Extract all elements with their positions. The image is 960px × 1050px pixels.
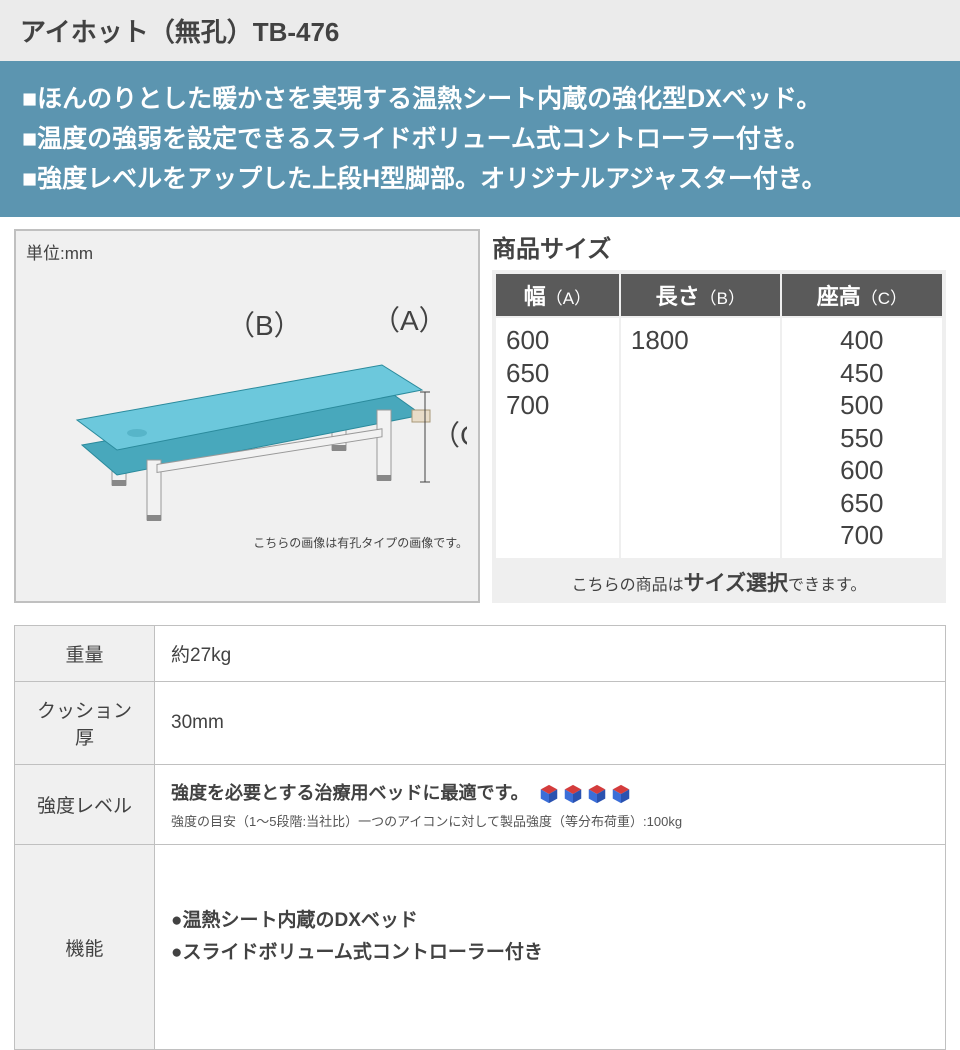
feature-banner: ■ほんのりとした暖かさを実現する温熱シート内蔵の強化型DXベッド。 ■温度の強弱… (0, 61, 960, 217)
bed-diagram-svg: （B） （A） （C） (27, 270, 467, 530)
mid-section: 単位:mm （B） （A） （C） (0, 217, 960, 615)
size-box: 商品サイズ 幅（A） 長さ（B） 座高（C） 600650700 1800 40… (492, 229, 946, 603)
spec-value-weight: 約27kg (155, 625, 946, 681)
dim-b-label: （B） (227, 310, 302, 341)
product-title-bar: アイホット（無孔）TB-476 (0, 0, 960, 61)
size-header-width: 幅（A） (496, 274, 619, 316)
size-table: 幅（A） 長さ（B） 座高（C） 600650700 1800 40045050… (492, 270, 946, 562)
spec-label-cushion: クッション厚 (15, 681, 155, 764)
spec-label-strength: 強度レベル (15, 764, 155, 844)
size-cell-width: 600650700 (496, 318, 619, 558)
product-title: アイホット（無孔）TB-476 (20, 17, 339, 47)
dim-c-label: （C） (432, 420, 467, 451)
spec-row-strength: 強度レベル 強度を必要とする治療用ベッドに最適です。 強度の目安（1〜5段階:当… (15, 764, 946, 844)
size-note: こちらの商品はサイズ選択できます。 (492, 562, 946, 603)
spec-label-weight: 重量 (15, 625, 155, 681)
size-header-length: 長さ（B） (621, 274, 780, 316)
spec-row-weight: 重量 約27kg (15, 625, 946, 681)
size-title: 商品サイズ (492, 229, 946, 264)
size-cell-height: 400450500550600650700 (782, 318, 942, 558)
spec-row-kinou: 機能 ●温熱シート内蔵のDXベッド●スライドボリューム式コントローラー付き (15, 844, 946, 1050)
diagram-box: 単位:mm （B） （A） （C） (14, 229, 480, 603)
spec-label-kinou: 機能 (15, 844, 155, 1050)
feature-line-3: ■強度レベルをアップした上段H型脚部。オリジナルアジャスター付き。 (22, 159, 938, 199)
size-header-height: 座高（C） (782, 274, 942, 316)
strength-icons (538, 783, 632, 805)
size-cell-length: 1800 (621, 318, 780, 558)
spec-table: 重量 約27kg クッション厚 30mm 強度レベル 強度を必要とする治療用ベッ… (14, 625, 946, 1050)
feature-line-2: ■温度の強弱を設定できるスライドボリューム式コントローラー付き。 (22, 119, 938, 159)
spec-value-kinou: ●温熱シート内蔵のDXベッド●スライドボリューム式コントローラー付き (155, 844, 946, 1050)
diagram-caption: こちらの画像は有孔タイプの画像です。 (26, 534, 468, 551)
spec-row-cushion: クッション厚 30mm (15, 681, 946, 764)
spec-value-cushion: 30mm (155, 681, 946, 764)
spec-value-strength: 強度を必要とする治療用ベッドに最適です。 強度の目安（1〜5段階:当社比）一つの… (155, 764, 946, 844)
unit-label: 単位:mm (26, 239, 468, 264)
feature-line-1: ■ほんのりとした暖かさを実現する温熱シート内蔵の強化型DXベッド。 (22, 79, 938, 119)
dim-a-label: （A） (372, 305, 447, 336)
